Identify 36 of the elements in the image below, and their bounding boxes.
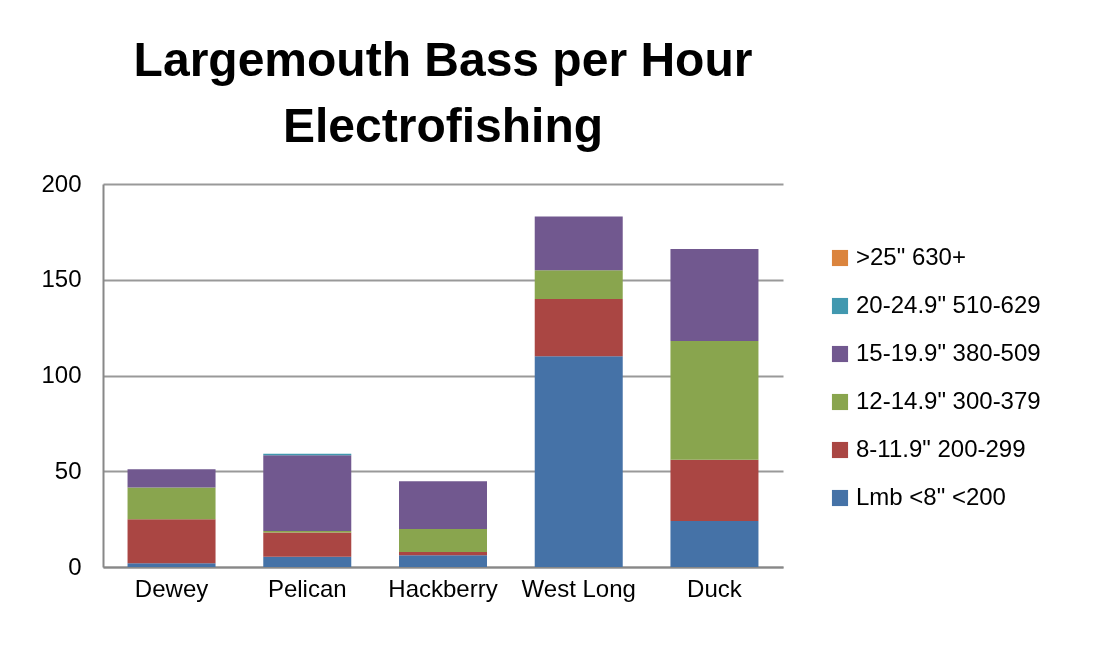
legend-label: 12-14.9" 300-379 [856,387,1041,414]
bar [670,459,759,522]
y-tick-label: 200 [41,169,82,197]
bar [263,556,352,567]
y-tick-label: 0 [68,552,82,580]
x-tick-label: Hackberry [388,574,498,602]
bar [670,249,759,342]
bar [399,529,487,553]
bar [534,216,623,271]
legend-label: >25" 630+ [856,243,966,270]
x-tick-label: Pelican [267,574,347,602]
bar [534,356,623,567]
bar [399,552,487,556]
bar [534,298,623,357]
legend-label: 8-11.9" 200-299 [856,435,1026,462]
x-tick-label: West Long [521,574,636,602]
x-tick-label: Dewey [134,574,209,602]
chart-title: Largemouth Bass per Hour Electrofishing [133,33,753,152]
bar [670,341,759,460]
legend-label: Lmb <8" <200 [856,483,1006,510]
bar [399,555,487,567]
y-tick-label: 150 [41,265,82,293]
x-tick-label: Duck [687,574,743,602]
bar [670,521,759,567]
bar [127,519,216,564]
bar [399,481,487,530]
bar [534,270,623,299]
bar [127,487,216,520]
bar [127,469,216,488]
y-tick-label: 100 [41,361,82,388]
legend-label: 20-24.9" 510-629 [856,291,1041,318]
bar [127,563,216,567]
y-tick-label: 50 [54,456,82,484]
bar [263,455,352,531]
bar [263,532,352,557]
legend-label: 15-19.9" 380-509 [856,339,1041,366]
